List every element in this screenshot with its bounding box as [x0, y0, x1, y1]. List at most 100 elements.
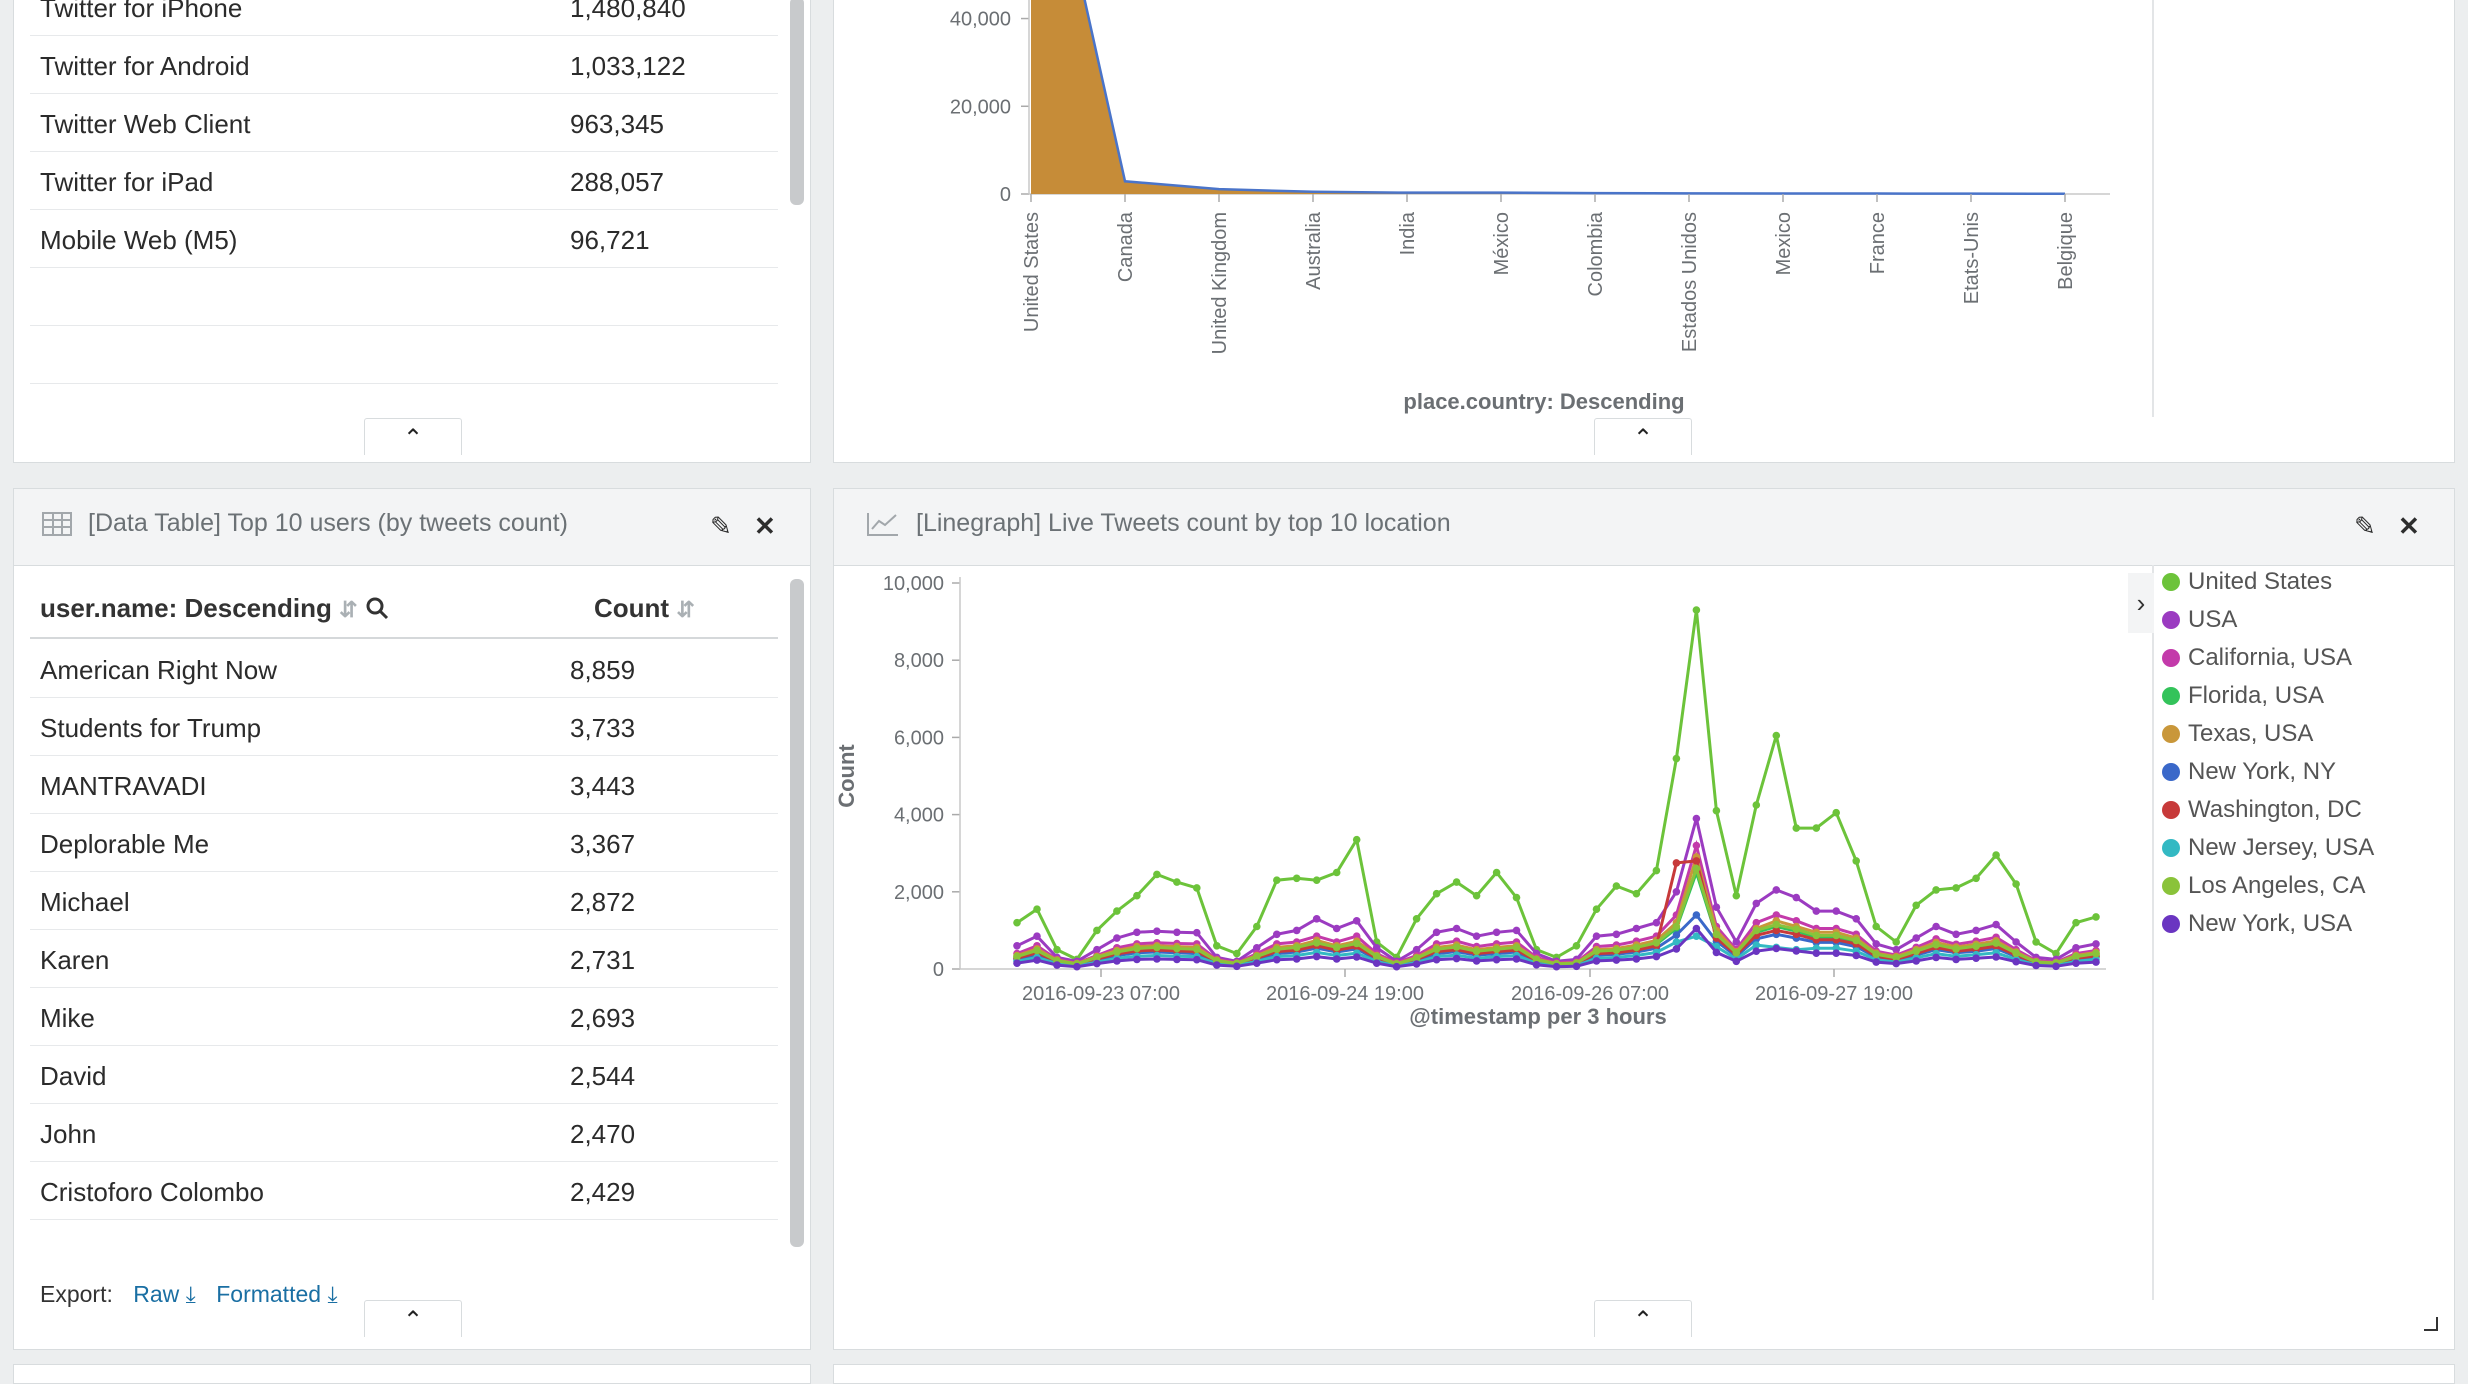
- edit-pencil-icon[interactable]: ✎: [2354, 511, 2376, 541]
- chevron-up-icon: ⌃: [402, 425, 424, 452]
- y-tick-label: 20,000: [950, 96, 1011, 118]
- row-name: Twitter for Android: [40, 51, 250, 81]
- legend-item[interactable]: Los Angeles, CA: [2162, 872, 2365, 902]
- row-name: Mike: [40, 1003, 95, 1033]
- area-line: [1083, 0, 2066, 195]
- x-tick-label: United Kingdom: [1209, 212, 1231, 354]
- data-point: [1752, 899, 1761, 908]
- row-count: 3,733: [570, 713, 636, 743]
- close-icon[interactable]: ✕: [754, 511, 776, 541]
- data-point: [1113, 934, 1121, 942]
- export-raw-link[interactable]: Raw ⤓: [133, 1281, 196, 1307]
- data-point: [1113, 957, 1121, 965]
- table-row: Mobile Web (M5) 96,721: [30, 209, 778, 268]
- legend-toggle-chevron-icon[interactable]: ›: [2128, 573, 2154, 633]
- collapse-button[interactable]: ⌃: [364, 1300, 462, 1337]
- data-point: [1273, 876, 1281, 884]
- column-header-label: user.name: Descending: [40, 593, 332, 623]
- data-point: [1972, 926, 1980, 935]
- data-point: [1752, 941, 1761, 949]
- legend-item[interactable]: California, USA: [2162, 644, 2352, 674]
- legend-label: California, USA: [2188, 644, 2353, 671]
- table-row: John 2,470: [30, 1103, 778, 1162]
- data-point: [2052, 949, 2060, 958]
- data-point: [1332, 955, 1341, 963]
- data-point: [1492, 955, 1501, 964]
- export-formatted-link[interactable]: Formatted ⤓: [216, 1281, 337, 1307]
- data-point: [1492, 928, 1501, 937]
- data-point: [1033, 956, 1041, 964]
- row-count: 8,859: [570, 655, 636, 685]
- table-scrollbar[interactable]: [790, 579, 804, 1247]
- data-point: [1472, 947, 1481, 955]
- data-point: [1273, 945, 1281, 954]
- data-point: [1153, 927, 1161, 935]
- data-point: [1652, 918, 1661, 927]
- legend-divider: [2152, 565, 2154, 1300]
- legend-item[interactable]: New York, USA: [2162, 910, 2352, 940]
- legend-label: Florida, USA: [2188, 682, 2325, 709]
- collapse-button[interactable]: ⌃: [1594, 1300, 1692, 1337]
- next-panel-stub: [13, 1364, 811, 1384]
- close-icon[interactable]: ✕: [2398, 511, 2420, 541]
- data-point: [1273, 955, 1281, 964]
- data-point: [2072, 918, 2080, 927]
- collapse-button[interactable]: ⌃: [1594, 418, 1692, 455]
- data-point: [1772, 731, 1781, 740]
- row-count: 1,480,840: [570, 0, 686, 23]
- search-icon[interactable]: [365, 593, 389, 623]
- panel-title: [Linegraph] Live Tweets count by top 10 …: [916, 509, 1451, 537]
- legend-item[interactable]: Washington, DC: [2162, 796, 2362, 826]
- data-point: [1632, 943, 1641, 952]
- data-point: [1912, 934, 1920, 942]
- data-point: [1572, 942, 1581, 950]
- data-point: [1692, 864, 1701, 873]
- column-header-count[interactable]: Count ⇵: [594, 593, 695, 624]
- data-point: [1093, 959, 1101, 968]
- legend-item[interactable]: United States: [2162, 568, 2332, 598]
- x-axis-title: place.country: Descending: [1403, 389, 1684, 414]
- sort-icon[interactable]: ⇵: [676, 597, 695, 622]
- resize-handle-icon[interactable]: [2424, 1317, 2438, 1331]
- row-name: Twitter for iPad: [40, 167, 214, 197]
- data-point: [1193, 928, 1201, 937]
- data-point: [1692, 857, 1701, 865]
- legend-item[interactable]: New York, NY: [2162, 758, 2336, 788]
- data-point: [1992, 953, 2000, 961]
- data-point: [1592, 947, 1601, 955]
- data-point: [1892, 945, 1900, 954]
- table-row: Twitter for iPad 288,057: [30, 151, 778, 210]
- data-point: [1372, 944, 1381, 952]
- data-point: [2012, 957, 2020, 966]
- download-icon: ⤓: [327, 1281, 338, 1307]
- column-header-user-name[interactable]: user.name: Descending ⇵: [40, 593, 389, 624]
- data-point: [1292, 874, 1301, 883]
- panel-title: [Data Table] Top 10 users (by tweets cou…: [88, 509, 568, 537]
- legend-item[interactable]: Florida, USA: [2162, 682, 2324, 712]
- header-divider: [30, 637, 778, 639]
- data-point: [1872, 922, 1880, 931]
- legend-item[interactable]: New Jersey, USA: [2162, 834, 2374, 864]
- x-tick-label: Canada: [1115, 211, 1137, 282]
- data-point: [1173, 878, 1181, 886]
- data-point: [1452, 943, 1461, 951]
- legend-item[interactable]: USA: [2162, 606, 2237, 636]
- data-point: [1772, 911, 1781, 919]
- legend-item[interactable]: Texas, USA: [2162, 720, 2313, 750]
- data-point: [1812, 949, 1821, 957]
- data-point: [1412, 945, 1421, 954]
- data-point: [2012, 949, 2020, 957]
- edit-pencil-icon[interactable]: ✎: [710, 511, 732, 541]
- legend-label: New Jersey, USA: [2188, 834, 2375, 861]
- collapse-button[interactable]: ⌃: [364, 418, 462, 455]
- table-scrollbar[interactable]: [790, 0, 804, 205]
- row-name: MANTRAVADI: [40, 771, 207, 801]
- country-area-chart-panel: 40,000 20,000 0 United States Canada United K…: [833, 0, 2455, 463]
- table-row: Mike 2,693: [30, 987, 778, 1046]
- data-point: [1492, 945, 1501, 954]
- x-tick-label: India: [1397, 211, 1419, 255]
- sort-icon[interactable]: ⇵: [339, 597, 358, 622]
- data-point: [1452, 954, 1461, 963]
- data-point: [1852, 936, 1860, 945]
- data-point: [1672, 931, 1681, 939]
